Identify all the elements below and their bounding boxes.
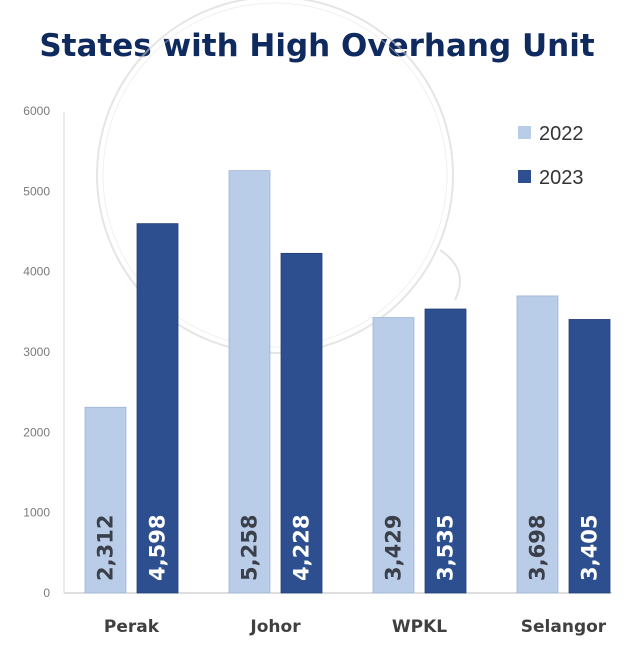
legend-swatch-2023	[518, 170, 531, 183]
y-tick-label: 1000	[23, 506, 50, 520]
y-tick-label: 6000	[23, 104, 50, 118]
bar-2023-perak	[136, 223, 179, 594]
data-label: 4,598	[146, 515, 170, 581]
data-label: 4,228	[290, 515, 314, 581]
data-label: 3,698	[526, 515, 550, 581]
bar-2023-johor	[280, 252, 323, 594]
bars: 2,312 4,598 5,258 4,228 3,429 3,535 3,698 3,405	[84, 170, 611, 594]
bar-2022-wpkl	[372, 317, 415, 594]
bar-2023-wpkl	[424, 308, 467, 594]
chart-title: States with High Overhang Unit	[39, 28, 595, 64]
legend-label: 2023	[539, 167, 584, 189]
data-label: 3,535	[434, 515, 458, 581]
data-label: 3,429	[382, 515, 406, 581]
data-label: 5,258	[238, 515, 262, 581]
y-axis-ticks: 0 1000 2000 3000 4000 5000 6000	[23, 104, 50, 600]
data-label: 2,312	[94, 515, 118, 581]
x-category-label: WPKL	[392, 617, 447, 637]
y-tick-label: 3000	[23, 345, 50, 359]
data-label: 3,405	[578, 515, 602, 581]
x-category-label: Selangor	[521, 617, 607, 637]
legend-label: 2022	[539, 123, 584, 145]
y-tick-label: 5000	[23, 184, 50, 198]
bar-2022-selangor	[516, 295, 559, 594]
bar-2022-johor	[228, 170, 271, 594]
bar-2022-perak	[84, 406, 127, 594]
x-category-label: Perak	[104, 617, 160, 637]
x-axis-categories: Perak Johor WPKL Selangor	[104, 617, 607, 637]
legend: 2022 2023	[518, 123, 584, 189]
y-tick-label: 0	[43, 586, 50, 600]
y-tick-label: 2000	[23, 425, 50, 439]
watermark-seal	[96, 0, 461, 354]
y-tick-label: 4000	[23, 265, 50, 279]
legend-swatch-2022	[518, 126, 531, 139]
bar-2023-selangor	[568, 319, 611, 594]
x-category-label: Johor	[249, 617, 301, 637]
